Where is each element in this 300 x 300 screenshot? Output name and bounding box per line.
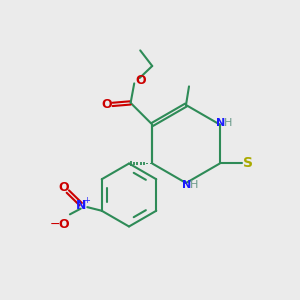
Text: O: O [136, 74, 146, 88]
Text: +: + [83, 196, 90, 205]
Text: O: O [101, 98, 112, 111]
Text: N: N [76, 199, 86, 212]
Text: N: N [182, 179, 191, 190]
Text: O: O [58, 218, 69, 231]
Text: N: N [216, 118, 225, 128]
Text: H: H [224, 118, 232, 128]
Text: S: S [243, 157, 253, 170]
Text: −: − [50, 218, 60, 231]
Text: H: H [190, 179, 199, 190]
Text: O: O [58, 181, 69, 194]
